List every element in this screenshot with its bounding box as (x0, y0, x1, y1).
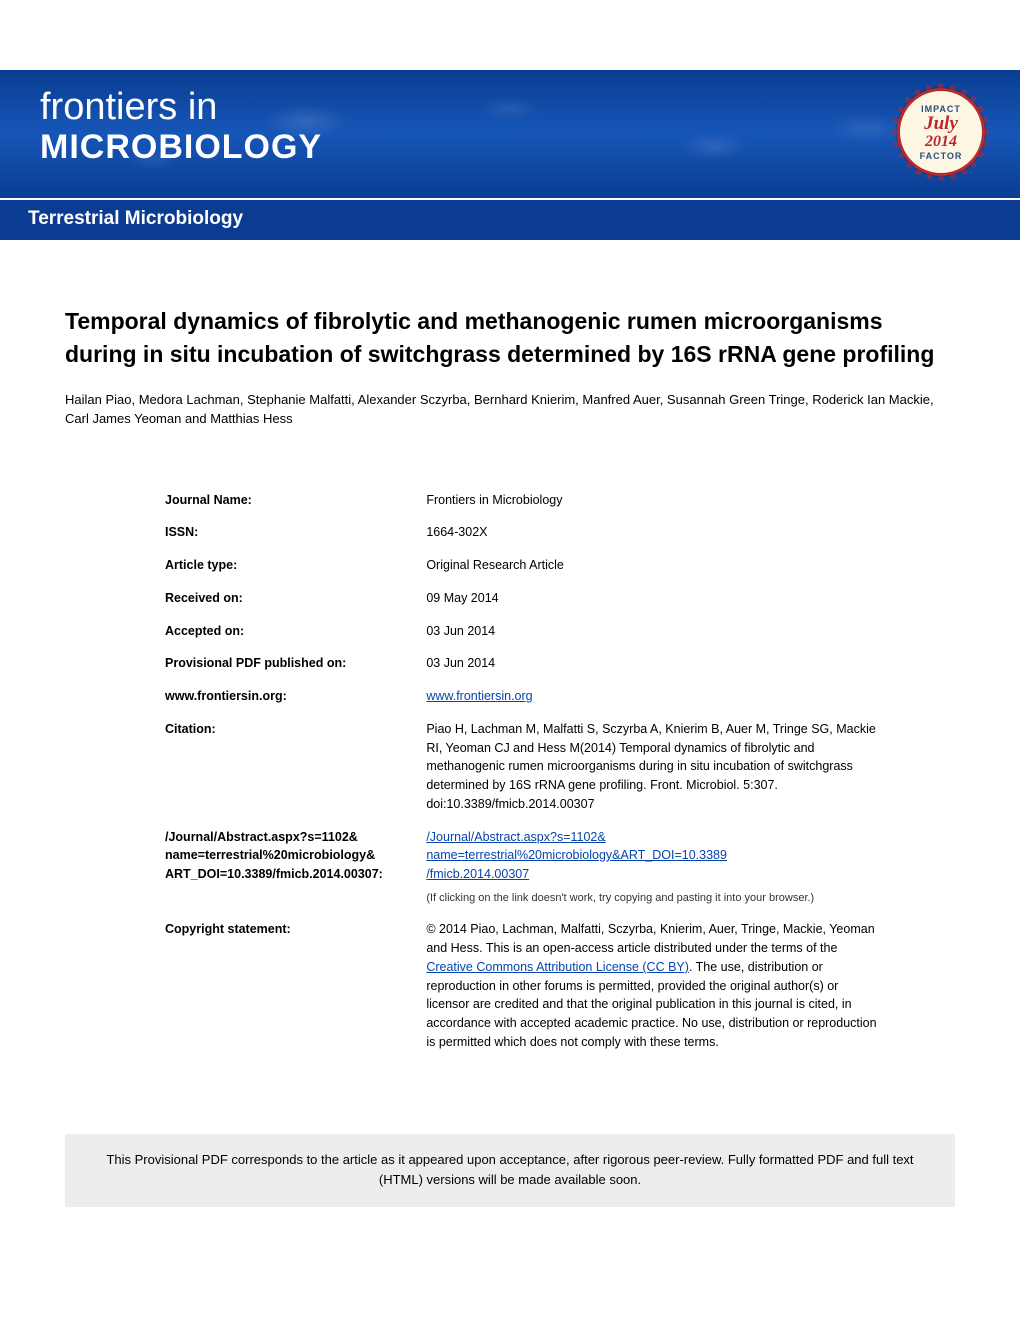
table-row: Received on: 09 May 2014 (165, 582, 885, 615)
table-row: /Journal/Abstract.aspx?s=1102& name=terr… (165, 821, 885, 914)
meta-label: Provisional PDF published on: (165, 647, 426, 680)
copyright-text: © 2014 Piao, Lachman, Malfatti, Sczyrba,… (426, 913, 885, 1058)
abstract-link[interactable]: /Journal/Abstract.aspx?s=1102&name=terre… (426, 830, 727, 882)
logo-text-line1: frontiers in (40, 88, 322, 126)
table-row: Accepted on: 03 Jun 2014 (165, 615, 885, 648)
meta-value: 1664-302X (426, 516, 885, 549)
journal-banner: frontiers in MICROBIOLOGY IMPACT July 20… (0, 70, 1020, 200)
meta-value: 03 Jun 2014 (426, 647, 885, 680)
meta-label: Citation: (165, 713, 426, 821)
table-row: Citation: Piao H, Lachman M, Malfatti S,… (165, 713, 885, 821)
author-list: Hailan Piao, Medora Lachman, Stephanie M… (65, 390, 955, 429)
meta-label: ISSN: (165, 516, 426, 549)
table-row: Copyright statement: © 2014 Piao, Lachma… (165, 913, 885, 1058)
meta-label: Accepted on: (165, 615, 426, 648)
cc-by-link[interactable]: Creative Commons Attribution License (CC… (426, 960, 689, 974)
meta-label: Received on: (165, 582, 426, 615)
frontiers-link[interactable]: www.frontiersin.org (426, 689, 532, 703)
meta-value: /Journal/Abstract.aspx?s=1102&name=terre… (426, 821, 885, 914)
link-hint: (If clicking on the link doesn't work, t… (426, 890, 877, 907)
provisional-notice: This Provisional PDF corresponds to the … (65, 1134, 955, 1208)
logo-text-line2: MICROBIOLOGY (40, 130, 322, 164)
article-title: Temporal dynamics of fibrolytic and meth… (65, 305, 955, 372)
impact-factor-badge: IMPACT July 2014 FACTOR (897, 88, 985, 176)
meta-label: www.frontiersin.org: (165, 680, 426, 713)
table-row: Article type: Original Research Article (165, 549, 885, 582)
table-row: Journal Name: Frontiers in Microbiology (165, 484, 885, 517)
metadata-table: Journal Name: Frontiers in Microbiology … (165, 484, 885, 1059)
table-row: Provisional PDF published on: 03 Jun 201… (165, 647, 885, 680)
table-row: www.frontiersin.org: www.frontiersin.org (165, 680, 885, 713)
section-name: Terrestrial Microbiology (0, 200, 1020, 240)
journal-logo: frontiers in MICROBIOLOGY (40, 88, 322, 164)
meta-label: Article type: (165, 549, 426, 582)
table-row: ISSN: 1664-302X (165, 516, 885, 549)
meta-value: www.frontiersin.org (426, 680, 885, 713)
meta-value: 09 May 2014 (426, 582, 885, 615)
meta-label: /Journal/Abstract.aspx?s=1102& name=terr… (165, 821, 426, 914)
meta-value: Original Research Article (426, 549, 885, 582)
meta-label: Copyright statement: (165, 913, 426, 1058)
citation-text: Piao H, Lachman M, Malfatti S, Sczyrba A… (426, 713, 885, 821)
meta-value: Frontiers in Microbiology (426, 484, 885, 517)
meta-label: Journal Name: (165, 484, 426, 517)
meta-value: 03 Jun 2014 (426, 615, 885, 648)
